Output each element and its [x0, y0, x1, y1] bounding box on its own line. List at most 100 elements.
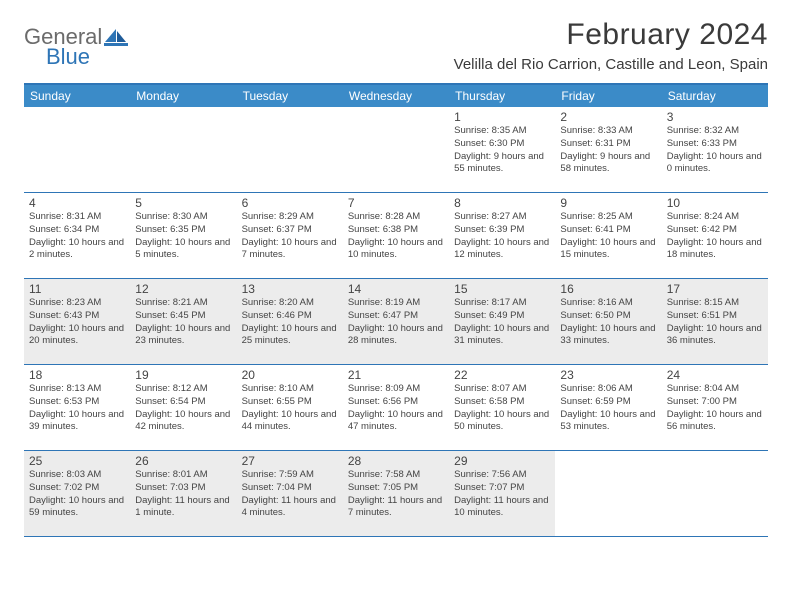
day-cell: 1Sunrise: 8:35 AMSunset: 6:30 PMDaylight… [449, 107, 555, 192]
sunrise-text: Sunrise: 8:24 AM [667, 211, 763, 224]
day-number: 11 [29, 282, 125, 296]
sunset-text: Sunset: 6:58 PM [454, 396, 550, 409]
sunrise-text: Sunrise: 8:10 AM [242, 383, 338, 396]
sunset-text: Sunset: 6:49 PM [454, 310, 550, 323]
day-number: 24 [667, 368, 763, 382]
day-cell: 26Sunrise: 8:01 AMSunset: 7:03 PMDayligh… [130, 451, 236, 536]
daylight-text: Daylight: 10 hours and 47 minutes. [348, 409, 444, 435]
day-number: 17 [667, 282, 763, 296]
sunrise-text: Sunrise: 8:27 AM [454, 211, 550, 224]
sunset-text: Sunset: 7:02 PM [29, 482, 125, 495]
day-number: 19 [135, 368, 231, 382]
day-cell: 18Sunrise: 8:13 AMSunset: 6:53 PMDayligh… [24, 365, 130, 450]
sunset-text: Sunset: 6:41 PM [560, 224, 656, 237]
sunrise-text: Sunrise: 8:31 AM [29, 211, 125, 224]
daylight-text: Daylight: 10 hours and 2 minutes. [29, 237, 125, 263]
sunset-text: Sunset: 6:51 PM [667, 310, 763, 323]
day-cell: 9Sunrise: 8:25 AMSunset: 6:41 PMDaylight… [555, 193, 661, 278]
day-cell [130, 107, 236, 192]
title-block: February 2024 Velilla del Rio Carrion, C… [454, 18, 768, 73]
sunrise-text: Sunrise: 8:25 AM [560, 211, 656, 224]
day-cell: 20Sunrise: 8:10 AMSunset: 6:55 PMDayligh… [237, 365, 343, 450]
sunrise-text: Sunrise: 8:28 AM [348, 211, 444, 224]
sunrise-text: Sunrise: 8:01 AM [135, 469, 231, 482]
week-row: 11Sunrise: 8:23 AMSunset: 6:43 PM Dayligh… [24, 279, 768, 365]
weeks-container: 1Sunrise: 8:35 AMSunset: 6:30 PMDaylight… [24, 107, 768, 537]
sunset-text: Sunset: 6:42 PM [667, 224, 763, 237]
sunset-text: Sunset: 7:05 PM [348, 482, 444, 495]
sunset-text: Sunset: 7:04 PM [242, 482, 338, 495]
day-number: 18 [29, 368, 125, 382]
logo-sail-icon [104, 28, 128, 46]
sunrise-text: Sunrise: 8:19 AM [348, 297, 444, 310]
day-cell: 2Sunrise: 8:33 AMSunset: 6:31 PMDaylight… [555, 107, 661, 192]
day-number: 4 [29, 196, 125, 210]
daylight-text: Daylight: 11 hours and 10 minutes. [454, 495, 550, 521]
day-number: 6 [242, 196, 338, 210]
daylight-text: Daylight: 10 hours and 5 minutes. [135, 237, 231, 263]
sunrise-text: Sunrise: 8:29 AM [242, 211, 338, 224]
week-row: 25Sunrise: 8:03 AMSunset: 7:02 PMDayligh… [24, 451, 768, 537]
day-cell: 16Sunrise: 8:16 AMSunset: 6:50 PMDayligh… [555, 279, 661, 364]
weekday-header-row: SundayMondayTuesdayWednesdayThursdayFrid… [24, 85, 768, 107]
weekday-header: Wednesday [343, 85, 449, 107]
daylight-text: Daylight: 10 hours and 28 minutes. [348, 323, 444, 349]
sunset-text: Sunset: 6:33 PM [667, 138, 763, 151]
sunset-text: Sunset: 6:30 PM [454, 138, 550, 151]
day-cell [237, 107, 343, 192]
sunset-text: Sunset: 6:45 PM [135, 310, 231, 323]
sunset-text: Sunset: 6:37 PM [242, 224, 338, 237]
sunrise-text: Sunrise: 8:17 AM [454, 297, 550, 310]
daylight-text: Daylight: 11 hours and 1 minute. [135, 495, 231, 521]
sunrise-text: Sunrise: 8:09 AM [348, 383, 444, 396]
day-cell: 10Sunrise: 8:24 AMSunset: 6:42 PMDayligh… [662, 193, 768, 278]
day-number: 27 [242, 454, 338, 468]
daylight-text: Daylight: 10 hours and 33 minutes. [560, 323, 656, 349]
sunrise-text: Sunrise: 8:07 AM [454, 383, 550, 396]
day-number: 9 [560, 196, 656, 210]
week-row: 1Sunrise: 8:35 AMSunset: 6:30 PMDaylight… [24, 107, 768, 193]
day-number: 16 [560, 282, 656, 296]
calendar-page: General February 2024 Velilla del Rio Ca… [0, 0, 792, 555]
daylight-text: Daylight: 10 hours and 42 minutes. [135, 409, 231, 435]
daylight-text: Daylight: 10 hours and 56 minutes. [667, 409, 763, 435]
day-cell: 24Sunrise: 8:04 AMSunset: 7:00 PMDayligh… [662, 365, 768, 450]
sunset-text: Sunset: 6:43 PM [29, 310, 125, 323]
daylight-text: Daylight: 10 hours and 23 minutes. [135, 323, 231, 349]
sunrise-text: Sunrise: 8:03 AM [29, 469, 125, 482]
day-cell [662, 451, 768, 536]
day-number: 20 [242, 368, 338, 382]
sunrise-text: Sunrise: 8:20 AM [242, 297, 338, 310]
daylight-text: Daylight: 10 hours and 10 minutes. [348, 237, 444, 263]
sunset-text: Sunset: 6:54 PM [135, 396, 231, 409]
day-number: 15 [454, 282, 550, 296]
weekday-header: Monday [130, 85, 236, 107]
day-cell: 29Sunrise: 7:56 AMSunset: 7:07 PMDayligh… [449, 451, 555, 536]
day-number: 7 [348, 196, 444, 210]
daylight-text: Daylight: 10 hours and 50 minutes. [454, 409, 550, 435]
sunrise-text: Sunrise: 8:30 AM [135, 211, 231, 224]
daylight-text: Daylight: 10 hours and 44 minutes. [242, 409, 338, 435]
sunrise-text: Sunrise: 8:32 AM [667, 125, 763, 138]
sunrise-text: Sunrise: 8:13 AM [29, 383, 125, 396]
weekday-header: Friday [555, 85, 661, 107]
day-number: 28 [348, 454, 444, 468]
weekday-header: Sunday [24, 85, 130, 107]
daylight-text: Daylight: 10 hours and 53 minutes. [560, 409, 656, 435]
day-number: 22 [454, 368, 550, 382]
sunrise-text: Sunrise: 8:15 AM [667, 297, 763, 310]
day-cell [24, 107, 130, 192]
sunrise-text: Sunrise: 8:12 AM [135, 383, 231, 396]
daylight-text: Daylight: 10 hours and 31 minutes. [454, 323, 550, 349]
daylight-text: Daylight: 10 hours and 7 minutes. [242, 237, 338, 263]
day-number: 3 [667, 110, 763, 124]
sunrise-text: Sunrise: 8:33 AM [560, 125, 656, 138]
sunrise-text: Sunrise: 8:16 AM [560, 297, 656, 310]
day-cell: 19Sunrise: 8:12 AMSunset: 6:54 PMDayligh… [130, 365, 236, 450]
sunset-text: Sunset: 6:59 PM [560, 396, 656, 409]
sunrise-text: Sunrise: 8:23 AM [29, 297, 125, 310]
daylight-text: Daylight: 10 hours and 39 minutes. [29, 409, 125, 435]
day-cell: 12Sunrise: 8:21 AMSunset: 6:45 PMDayligh… [130, 279, 236, 364]
sunset-text: Sunset: 6:55 PM [242, 396, 338, 409]
day-cell [555, 451, 661, 536]
